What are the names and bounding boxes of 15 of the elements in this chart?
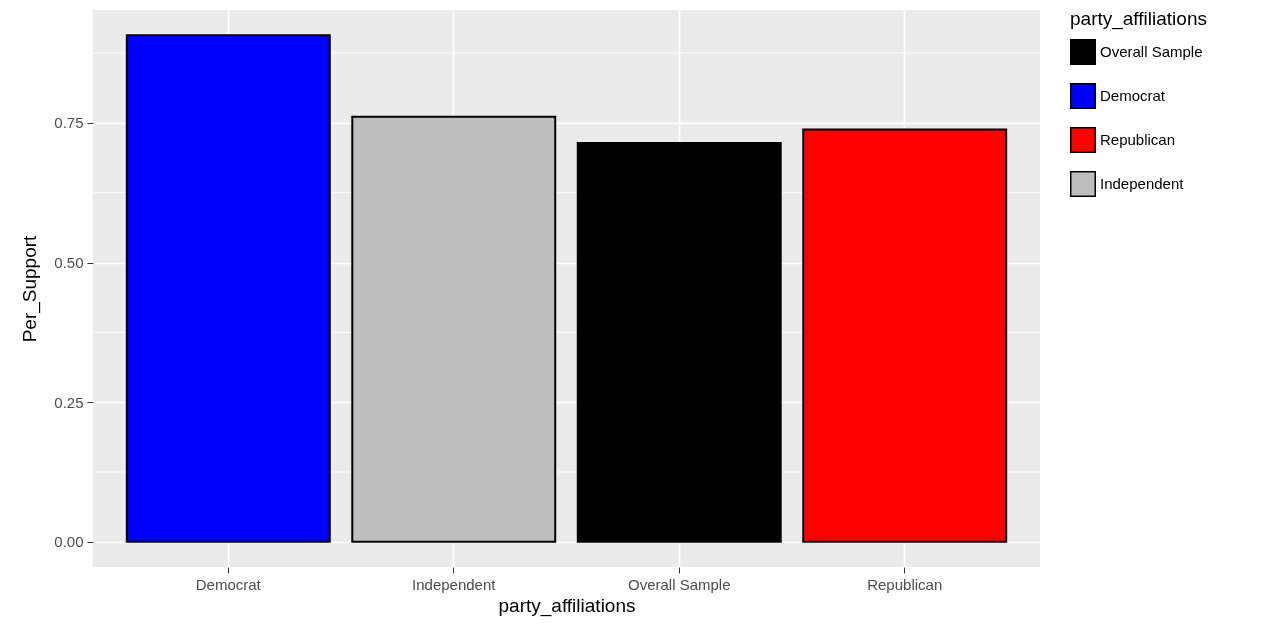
legend-label: Republican <box>1100 131 1176 148</box>
y-tick-label: 0.50 <box>54 254 84 272</box>
x-tick-label: Democrat <box>195 575 262 593</box>
legend-label: Democrat <box>1100 87 1166 104</box>
y-tick-label: 0.25 <box>54 393 84 411</box>
legend-title: party_affiliations <box>1070 8 1207 30</box>
y-axis-title: Per_Support <box>19 234 42 343</box>
x-tick-label: Independent <box>412 575 497 593</box>
y-tick-label: 0.00 <box>54 533 84 551</box>
x-tick-label: Overall Sample <box>627 575 731 593</box>
legend-label: Independent <box>1100 175 1185 192</box>
y-tick-label: 0.75 <box>54 114 84 132</box>
x-axis-title: party_affiliations <box>498 594 636 617</box>
x-tick-label: Republican <box>867 575 943 593</box>
legend-label: Overall Sample <box>1100 43 1203 60</box>
